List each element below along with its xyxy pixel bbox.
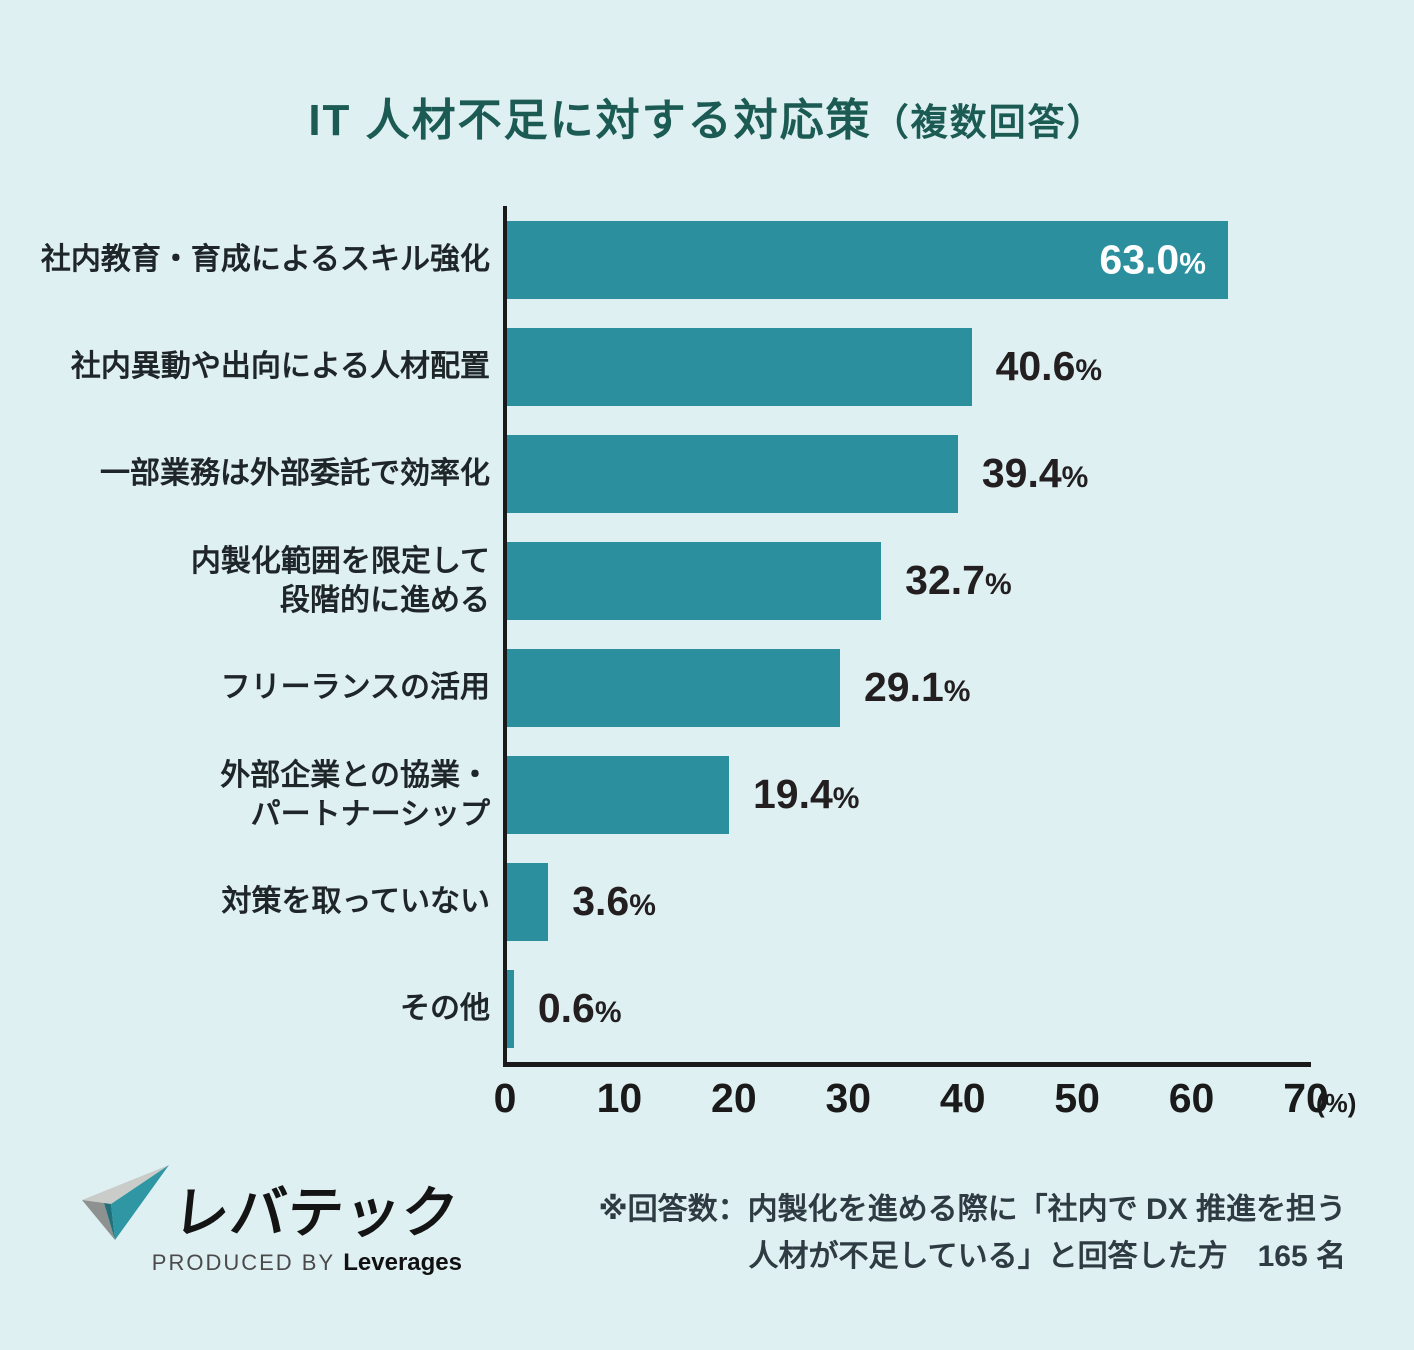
value-number: 19.4 — [752, 771, 833, 817]
bar — [507, 327, 972, 406]
logo-row: レバテック — [74, 1156, 462, 1249]
value-label: 40.6% — [996, 346, 1103, 387]
x-tick-label: 10 — [596, 1075, 643, 1121]
chart-row: その他 0.6% — [0, 955, 1320, 1062]
value-label: 19.4% — [753, 774, 860, 815]
chart-row: 社内異動や出向による人材配置 40.6% — [0, 313, 1320, 420]
value-number: 40.6 — [995, 343, 1076, 389]
category-label: その他 — [400, 992, 490, 1025]
footnote-line-2: 人材が不足している」と回答した方 165 名 — [748, 1240, 1347, 1273]
chart-title-sub: （複数回答） — [871, 102, 1106, 143]
value-percent-sign: % — [1061, 461, 1089, 494]
value-label: 0.6% — [538, 988, 622, 1029]
chart-row: 内製化範囲を限定して 段階的に進める 32.7% — [0, 527, 1320, 634]
chart-row: フリーランスの活用 29.1% — [0, 634, 1320, 741]
logo-company: Leverages — [343, 1249, 462, 1276]
value-number: 63.0 — [1099, 236, 1180, 282]
value-number: 0.6 — [537, 985, 595, 1031]
chart-title: IT 人材不足に対する対応策（複数回答） — [0, 84, 1414, 148]
bar-area: 29.1% — [507, 648, 1308, 727]
bar — [507, 755, 729, 834]
value-label: 3.6% — [572, 881, 656, 922]
bar-area: 39.4% — [507, 434, 1308, 513]
logo-produced-by: PRODUCED BY — [151, 1250, 336, 1275]
bar-area: 3.6% — [507, 862, 1308, 941]
x-axis-line — [503, 1062, 1311, 1067]
levtech-logo-mark-icon — [82, 1165, 169, 1240]
x-tick-label: 40 — [939, 1075, 986, 1121]
footnote-line-1: ※回答数：内製化を進める際に「社内で DX 推進を担う — [598, 1193, 1346, 1226]
chart-row: 外部企業との協業・ パートナーシップ 19.4% — [0, 741, 1320, 848]
value-percent-sign: % — [1179, 247, 1206, 280]
x-tick-label: 20 — [711, 1075, 757, 1121]
bar — [507, 541, 882, 620]
chart-row: 対策を取っていない 3.6% — [0, 848, 1320, 955]
category-label: 社内異動や出向による人材配置 — [70, 350, 490, 383]
value-number: 32.7 — [905, 557, 985, 603]
bar — [507, 648, 840, 727]
logo-subtitle: PRODUCED BY Leverages — [74, 1249, 462, 1277]
value-label: 32.7% — [905, 560, 1012, 601]
category-label: 社内教育・育成によるスキル強化 — [40, 243, 490, 276]
bar-area: 63.0% — [507, 220, 1308, 299]
x-tick-label: 50 — [1054, 1075, 1100, 1121]
bar — [507, 969, 514, 1048]
x-axis-ticks: (%) 0 10 20 30 40 50 60 70 — [494, 1075, 1357, 1138]
x-tick-label: 60 — [1168, 1075, 1215, 1121]
chart-row: 社内教育・育成によるスキル強化 63.0% — [0, 206, 1320, 313]
value-label: 63.0% — [1099, 239, 1206, 280]
bar-area: 32.7% — [507, 541, 1308, 620]
bar-area: 19.4% — [507, 755, 1308, 834]
bar-area: 0.6% — [507, 969, 1308, 1048]
bar-chart: 社内教育・育成によるスキル強化 63.0% 社内異動や出向による人材配置 40.6% 一… — [0, 206, 1414, 1166]
value-label: 39.4% — [982, 453, 1089, 494]
x-tick-label: 70 — [1283, 1075, 1329, 1121]
footnote: ※回答数：内製化を進める際に「社内で DX 推進を担う 人材が不足している」と回… — [598, 1186, 1346, 1280]
category-label: 一部業務は外部委託で効率化 — [100, 457, 490, 490]
chart-rows: 社内教育・育成によるスキル強化 63.0% 社内異動や出向による人材配置 40.6% 一… — [0, 206, 1320, 1062]
value-percent-sign: % — [1075, 354, 1103, 387]
value-number: 29.1 — [863, 664, 944, 710]
bar — [507, 862, 549, 941]
value-percent-sign: % — [984, 568, 1012, 601]
category-label: 外部企業との協業・ パートナーシップ — [220, 758, 490, 831]
value-percent-sign: % — [943, 675, 971, 708]
value-number: 39.4 — [981, 450, 1062, 496]
bar-area: 40.6% — [507, 327, 1308, 406]
x-axis-unit-label: (%) — [1316, 1088, 1357, 1118]
levtech-logo: レバテック PRODUCED BY Leverages — [74, 1156, 462, 1277]
x-tick-label: 0 — [493, 1075, 517, 1121]
category-label: フリーランスの活用 — [220, 671, 490, 704]
chart-title-main: IT 人材不足に対する対応策 — [308, 96, 872, 145]
logo-wordmark: レバテック — [170, 1181, 462, 1244]
value-percent-sign: % — [629, 889, 656, 922]
bar — [507, 434, 958, 513]
value-label: 29.1% — [864, 667, 971, 708]
chart-row: 一部業務は外部委託で効率化 39.4% — [0, 420, 1320, 527]
value-percent-sign: % — [594, 996, 622, 1029]
category-label: 対策を取っていない — [221, 885, 491, 918]
category-label: 内製化範囲を限定して 段階的に進める — [190, 544, 490, 617]
value-number: 3.6 — [572, 878, 630, 924]
value-percent-sign: % — [832, 782, 860, 815]
y-axis-line — [503, 206, 507, 1063]
x-tick-label: 30 — [825, 1075, 872, 1121]
bar: 63.0% — [507, 220, 1228, 299]
